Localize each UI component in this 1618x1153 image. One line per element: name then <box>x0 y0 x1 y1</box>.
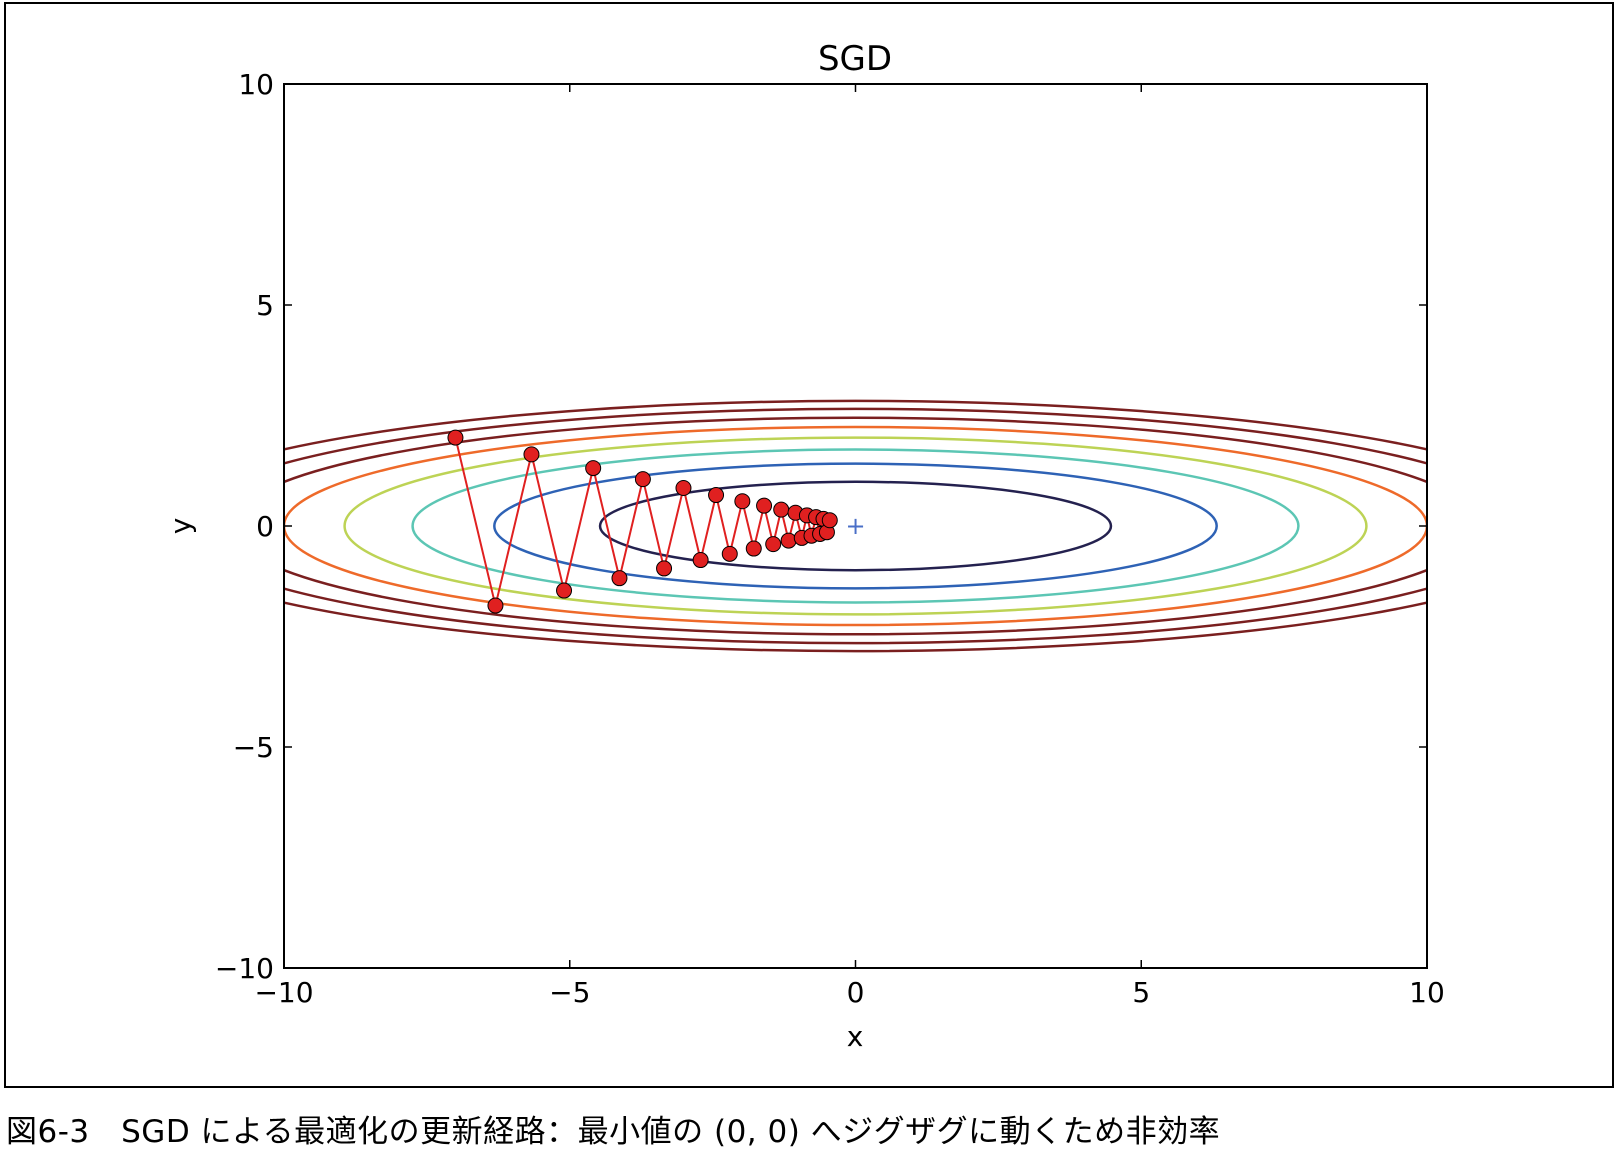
path-point-5 <box>585 460 602 477</box>
path-point-15 <box>756 497 773 514</box>
path-point-4 <box>556 582 573 599</box>
y-axis-label: y <box>164 518 197 535</box>
path-point-11 <box>708 487 725 504</box>
path-point-1 <box>447 429 464 446</box>
y-tick-label: 5 <box>256 289 274 322</box>
path-line <box>454 437 831 606</box>
x-tick-label: −10 <box>254 976 313 1009</box>
path-point-27 <box>821 512 838 529</box>
path-point-2 <box>487 597 504 614</box>
x-axis-label: x <box>847 1020 864 1053</box>
x-tick-label: 0 <box>847 976 865 1009</box>
figure-frame <box>4 2 1614 1088</box>
optimization-path <box>447 429 838 614</box>
x-tick-label: 10 <box>1409 976 1445 1009</box>
minimum-marker: + <box>845 512 865 540</box>
y-tick-label: 10 <box>238 68 274 101</box>
x-tick-label: 5 <box>1132 976 1150 1009</box>
contour-level-8 <box>284 399 1427 653</box>
path-point-16 <box>765 536 782 553</box>
path-point-6 <box>611 570 628 587</box>
contour-level-1 <box>598 480 1113 572</box>
path-point-17 <box>773 501 790 518</box>
contour-level-7 <box>284 407 1427 645</box>
path-point-13 <box>734 493 751 510</box>
contour-level-6 <box>284 416 1427 636</box>
figure-caption: 図6-3 SGD による最適化の更新経路：最小値の (0, 0) へジグザグに動… <box>6 1114 1221 1150</box>
y-tick-label: −10 <box>215 952 274 985</box>
contour-layer: + <box>284 399 1427 653</box>
contour-level-4 <box>343 436 1368 616</box>
contour-level-3 <box>411 448 1300 604</box>
x-tick-label: −5 <box>549 976 590 1009</box>
y-tick-label: 0 <box>256 510 274 543</box>
path-point-10 <box>692 552 709 569</box>
chart-title: SGD <box>818 39 892 79</box>
path-point-12 <box>721 545 738 562</box>
path-point-18 <box>780 532 797 549</box>
path-point-3 <box>523 446 540 463</box>
path-point-8 <box>656 560 673 577</box>
sgd-chart: SGD + −10 −5 0 5 10 −10 −5 0 5 10 x y <box>164 39 1445 1053</box>
contour-level-5 <box>284 425 1427 627</box>
y-tick-label: −5 <box>233 731 274 764</box>
axes: −10 −5 0 5 10 −10 −5 0 5 10 <box>215 68 1445 1009</box>
contour-level-2 <box>493 462 1218 590</box>
path-point-7 <box>634 471 651 488</box>
path-point-14 <box>745 540 762 557</box>
path-point-9 <box>675 479 692 496</box>
